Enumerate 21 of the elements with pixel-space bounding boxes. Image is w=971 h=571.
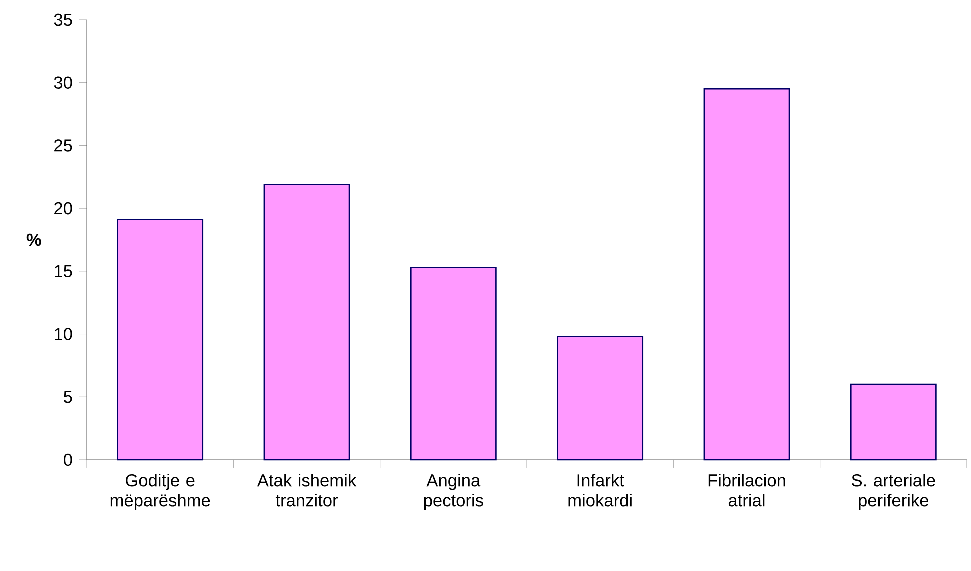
- bar: [704, 88, 790, 461]
- y-tick-label: 20: [54, 202, 72, 215]
- x-tick-label: Fibrilacion atrial: [708, 474, 786, 507]
- y-tick-label: 0: [64, 454, 72, 466]
- y-tick-label: 15: [55, 265, 72, 278]
- x-tick-label: Angina pectoris: [424, 474, 484, 510]
- y-tick-label: 35: [54, 14, 72, 26]
- bar: [117, 219, 204, 461]
- bar: [557, 336, 644, 461]
- y-tick-label: 10: [55, 328, 72, 340]
- bar: [410, 266, 497, 461]
- x-tick-label: Infarkt miokardi: [568, 474, 632, 507]
- y-tick-label: 25: [54, 140, 72, 152]
- bar: [264, 184, 350, 461]
- x-tick-label: S. arteriale periferike: [852, 474, 936, 510]
- y-tick-label: 30: [54, 76, 72, 89]
- x-tick-label: Goditje e mëparëshme: [110, 474, 210, 510]
- y-axis-title: %: [26, 234, 42, 246]
- bar: [850, 384, 937, 461]
- x-tick-label: Atak ishemik tranzitor: [257, 474, 357, 507]
- y-tick-label: 5: [64, 391, 72, 404]
